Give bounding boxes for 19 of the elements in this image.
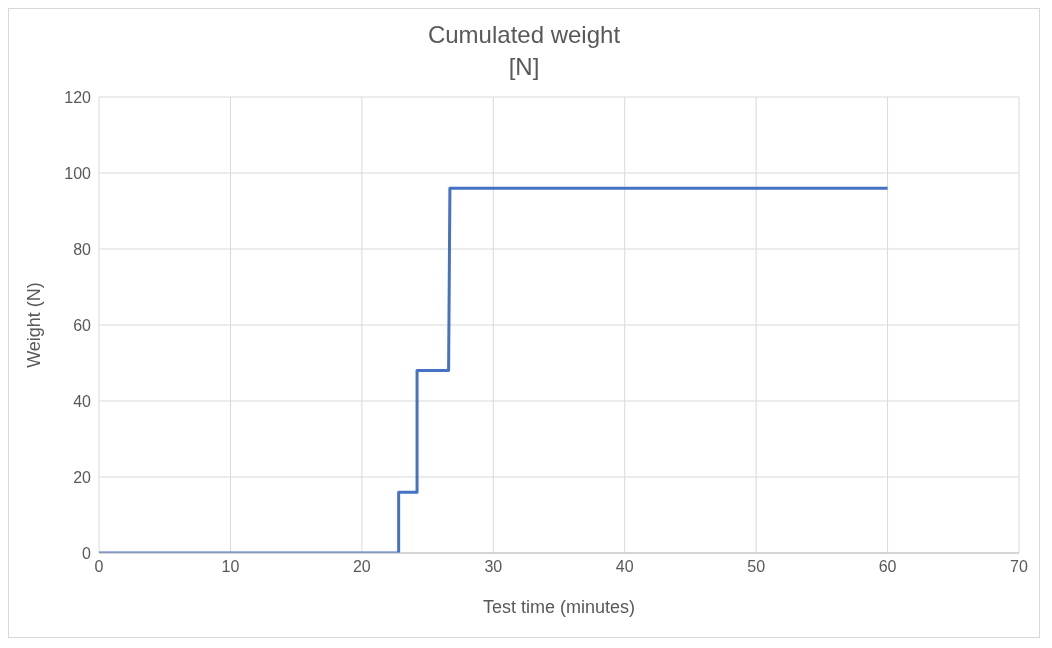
y-tick-label: 40 [73,392,92,410]
x-tick-label: 20 [352,558,371,576]
chart-title: Cumulated weight [426,20,622,50]
x-tick-label: 30 [484,558,503,576]
x-tick-label: 0 [94,558,104,576]
y-tick-label: 20 [73,468,92,486]
x-axis-title: Test time (minutes) [482,597,636,617]
y-axis-title: Weight (N) [24,282,45,368]
x-tick-label: 50 [747,558,766,576]
x-tick-label: 10 [221,558,240,576]
x-tick-label: 40 [615,558,634,576]
y-tick-label: 120 [64,88,92,106]
y-tick-label: 80 [73,240,92,258]
x-tick-label: 60 [878,558,897,576]
y-tick-label: 0 [82,544,92,562]
x-tick-label: 70 [1010,558,1028,576]
y-tick-label: 100 [64,164,92,182]
y-tick-label: 60 [73,316,92,334]
chart-subtitle: [N] [507,52,541,82]
